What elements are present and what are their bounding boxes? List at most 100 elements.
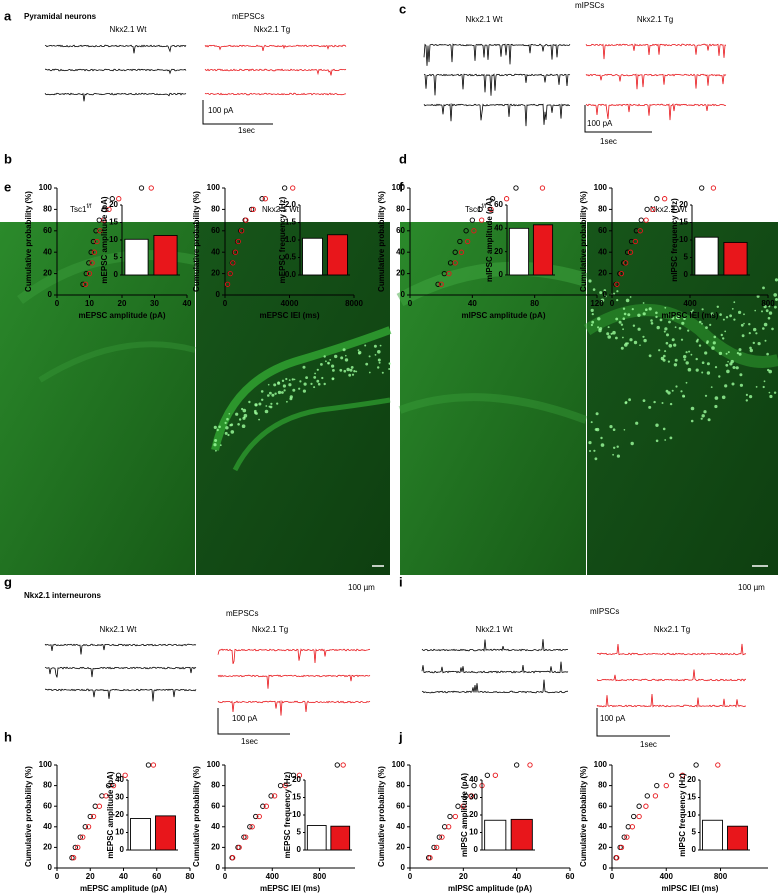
data-point (663, 782, 669, 789)
cell (766, 352, 769, 356)
cell (281, 391, 284, 394)
cell (633, 340, 638, 345)
cell (327, 361, 330, 365)
traces (44, 43, 778, 716)
trace (44, 44, 187, 54)
data-point (621, 834, 627, 840)
cell (698, 344, 702, 347)
cell (749, 346, 752, 350)
data-point (296, 772, 303, 778)
cell (618, 320, 622, 324)
trace (421, 661, 569, 674)
y-tick-label: 80 (211, 205, 220, 214)
data-point (93, 228, 99, 234)
y-tick-label: 40 (494, 223, 503, 232)
y-tick-label: 10 (687, 810, 696, 819)
cell (241, 407, 244, 411)
y-tick-label: 20 (211, 843, 220, 852)
cell (599, 291, 603, 295)
data-point (654, 196, 660, 202)
cell (725, 352, 728, 355)
cell (727, 360, 729, 363)
x-tick-label: 800 (714, 872, 728, 881)
x-tick-label: 40 (512, 872, 521, 881)
y-tick-label: 15 (687, 793, 696, 802)
data-point (90, 813, 97, 820)
cell (768, 391, 771, 394)
cell (321, 376, 324, 380)
data-point (334, 762, 340, 768)
image-label: Nkx2.1 Wt (650, 205, 688, 214)
x-tick-label: 20 (459, 872, 468, 881)
data-point (97, 228, 103, 234)
scale-label: 1sec (241, 737, 258, 746)
data-point (227, 270, 233, 277)
trace (585, 103, 727, 121)
y-tick-label: 40 (396, 247, 405, 256)
y-tick-label: 20 (598, 843, 607, 852)
micrograph (587, 222, 778, 575)
y-tick-label: 20 (292, 775, 301, 784)
cell (314, 372, 316, 375)
x-tick-label: 4000 (281, 299, 299, 308)
cell (388, 368, 391, 370)
x-tick-label: 60 (152, 872, 161, 881)
cell (358, 352, 361, 355)
cell (600, 436, 603, 440)
cell (675, 385, 678, 388)
cell (729, 314, 732, 318)
data-point (469, 217, 475, 223)
cell (687, 367, 692, 372)
trace (44, 643, 197, 655)
cell (325, 360, 327, 363)
y-tick-label: 100 (207, 760, 221, 769)
tissue (232, 397, 391, 472)
cell (669, 402, 673, 406)
bar (727, 825, 748, 851)
cell (725, 363, 729, 367)
cell (600, 443, 605, 447)
y-tick-label: 0 (401, 290, 406, 299)
x-tick-label: 0 (55, 299, 60, 308)
cell (762, 327, 765, 330)
cell (285, 377, 288, 381)
data-point (145, 762, 152, 768)
data-point (256, 813, 262, 820)
data-point (623, 260, 629, 266)
cell (268, 405, 271, 408)
data-point (340, 762, 346, 768)
data-point (268, 793, 274, 799)
cell (241, 424, 246, 429)
data-point (638, 217, 644, 223)
cell (714, 366, 718, 369)
trace (44, 666, 197, 678)
cell (612, 330, 616, 335)
cell (343, 369, 347, 373)
data-point (86, 260, 92, 266)
data-point (679, 772, 686, 778)
y-tick-label: 100 (39, 760, 53, 769)
y-tick-label: 0 (297, 845, 302, 854)
cell (661, 402, 664, 404)
panel-letter: d (399, 151, 407, 166)
image-label: Tsc1 (70, 205, 87, 214)
cell (674, 358, 678, 362)
cell (350, 366, 354, 369)
cell (669, 436, 673, 440)
data-point (69, 855, 75, 861)
cell (768, 305, 771, 308)
y-tick-label: 40 (115, 775, 124, 784)
cell (588, 441, 592, 445)
cell (243, 413, 248, 418)
y-tick-label: 20 (494, 247, 503, 256)
cell (685, 361, 689, 365)
cell (631, 308, 634, 311)
y-tick-label: 0 (216, 863, 221, 872)
cell (710, 312, 714, 316)
cell (757, 342, 761, 346)
cell (671, 338, 675, 342)
tissue (398, 393, 588, 424)
cell (763, 322, 768, 327)
